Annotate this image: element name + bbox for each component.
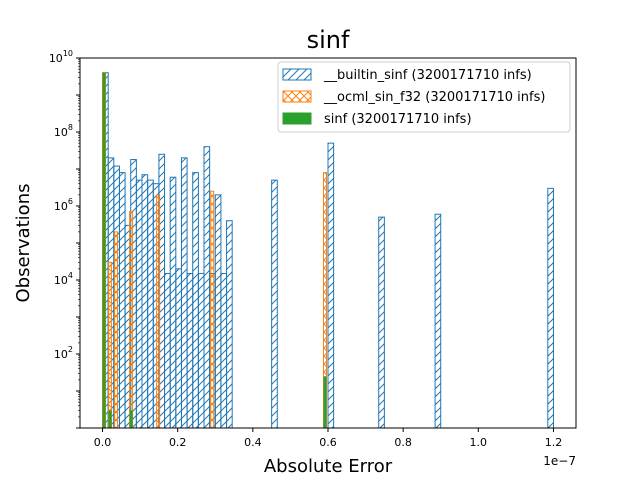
bar-series-0-bin-13 (175, 268, 182, 428)
bar-series-0-bin-23 (271, 179, 278, 428)
y-tick-label: 102 (54, 345, 73, 361)
x-tick-label: 0.2 (169, 436, 187, 449)
bar-series-0-bin-26 (434, 213, 442, 428)
bar-series-0-bin-15 (186, 272, 194, 428)
bar-series-0-bin-24 (327, 142, 335, 428)
bar-series-0-bin-7 (141, 174, 149, 428)
bar-series-0-bin-18 (203, 146, 211, 428)
bar-series-2-bin-3 (323, 376, 327, 428)
x-tick-label: 0.4 (244, 436, 262, 449)
bar-series-0-bin-3 (118, 172, 126, 428)
bar-series-1-bin-6 (322, 172, 327, 428)
bar-series-0-bin-14 (180, 157, 188, 428)
legend-swatch-builtin-sinf (282, 68, 312, 81)
bar-series-1-bin-1 (108, 261, 113, 428)
x-tick-label: 1.0 (470, 436, 488, 449)
legend-box (277, 61, 571, 133)
legend-swatch-ocml-sin-f32 (282, 90, 312, 103)
bar-series-0-bin-20 (214, 194, 222, 428)
x-tick-label: 0.0 (94, 436, 112, 449)
bar-series-0-bin-6 (135, 179, 143, 428)
bar-series-1-bin-4 (156, 194, 161, 428)
bar-series-1-bin-2 (114, 231, 119, 428)
y-tick-label: 108 (54, 123, 73, 139)
bar-series-0-bin-11 (164, 272, 171, 428)
x-tick-label: 0.6 (319, 436, 337, 449)
bar-series-1-bin-3 (129, 211, 134, 428)
bar-series-2-bin-2 (129, 410, 133, 428)
legend: __builtin_sinf (3200171710 infs) __ocml_… (277, 61, 571, 133)
chart-title: sinf (307, 26, 350, 54)
bar-series-0-bin-27 (547, 187, 554, 428)
bar-series-0-bin-12 (169, 176, 177, 428)
bar-series-0-bin-22 (226, 220, 233, 428)
y-tick-label: 104 (54, 271, 73, 287)
legend-label-ocml-sin-f32: __ocml_sin_f32 (3200171710 infs) (323, 90, 545, 105)
bars-layer (102, 72, 554, 428)
y-tick-label: 106 (54, 197, 73, 213)
legend-label-sinf: sinf (3200171710 infs) (324, 112, 472, 127)
bar-series-0-bin-8 (147, 179, 154, 428)
bar-series-0-bin-16 (192, 172, 199, 428)
y-axis-ticks: 102 104 106 108 1010 (49, 49, 80, 429)
bar-series-2-bin-1 (108, 410, 112, 428)
x-tick-label: 0.8 (394, 436, 412, 449)
x-axis-ticks: 0.0 0.2 0.4 0.6 0.8 1.0 1.2 (94, 428, 562, 449)
bar-series-0-bin-17 (197, 272, 205, 428)
legend-label-builtin-sinf: __builtin_sinf (3200171710 infs) (323, 68, 532, 83)
bar-series-0-bin-25 (378, 216, 385, 428)
bar-series-1-bin-5 (210, 190, 215, 428)
bar-series-0-bin-21 (220, 272, 228, 428)
y-axis-label: Observations (13, 184, 34, 303)
series-2-bars (102, 72, 327, 428)
legend-swatch-sinf (282, 112, 312, 125)
x-axis-offset-label: 1e−7 (543, 454, 576, 468)
y-tick-label: 1010 (49, 49, 73, 65)
x-tick-label: 1.2 (545, 436, 563, 449)
series-0-bars (102, 72, 554, 428)
x-axis-label: Absolute Error (264, 456, 393, 477)
bar-series-2-bin-0 (102, 72, 106, 428)
